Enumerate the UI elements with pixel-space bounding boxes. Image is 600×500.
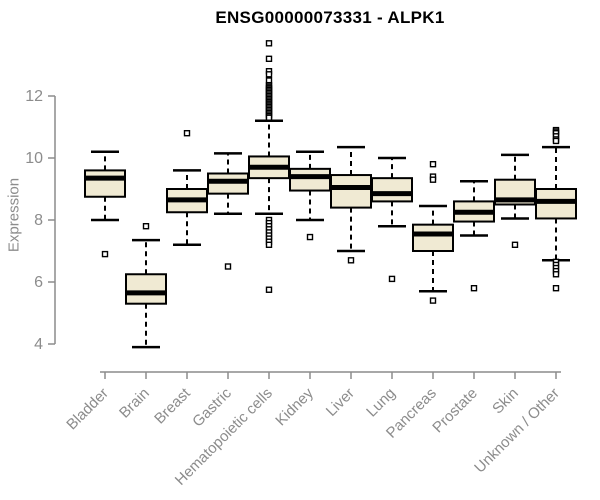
box-bladder [84, 169, 126, 198]
outlier-brain [142, 222, 150, 230]
outlier-hematopoietic-cells [265, 71, 273, 78]
y-tick-label: 10 [25, 150, 43, 167]
outlier-unknown-other [552, 271, 560, 278]
outlier-pancreas [429, 176, 437, 183]
outlier-hematopoietic-cells [265, 286, 273, 293]
outlier-gastric [224, 263, 232, 270]
x-tick-label: Lung [363, 385, 399, 421]
outlier-unknown-other [552, 137, 560, 145]
outlier-hematopoietic-cells [265, 40, 273, 47]
y-tick-label: 6 [34, 274, 43, 291]
outlier-liver [347, 257, 355, 264]
box-brain [125, 273, 167, 305]
outlier-pancreas [429, 297, 437, 304]
box-kidney [289, 167, 331, 192]
box-liver [330, 174, 372, 209]
x-tick-label: Prostate [429, 385, 481, 437]
outlier-hematopoietic-cells [265, 114, 273, 121]
outlier-bladder [101, 250, 109, 258]
y-tick-label: 4 [34, 336, 43, 353]
y-tick-label: 12 [25, 88, 43, 105]
x-tick-label: Brain [116, 385, 153, 422]
outlier-skin [511, 241, 519, 249]
outlier-kidney [306, 233, 314, 241]
outlier-breast [183, 129, 191, 137]
outlier-lung [388, 275, 396, 283]
box-lung [371, 177, 413, 203]
outlier-prostate [470, 285, 478, 292]
y-tick-label: 8 [34, 212, 43, 229]
x-tick-label: Bladder [63, 385, 112, 434]
x-tick-label: Liver [323, 385, 358, 420]
outlier-hematopoietic-cells [265, 55, 273, 62]
chart-title: ENSG00000073331 - ALPK1 [215, 8, 445, 27]
outlier-unknown-other [552, 285, 560, 292]
x-tick-label: Kidney [272, 384, 317, 429]
x-tick-label: Skin [489, 385, 522, 418]
outlier-hematopoietic-cells [265, 241, 273, 249]
x-tick-label: Breast [151, 384, 194, 427]
box-pancreas [412, 223, 454, 252]
outlier-pancreas [429, 160, 437, 168]
